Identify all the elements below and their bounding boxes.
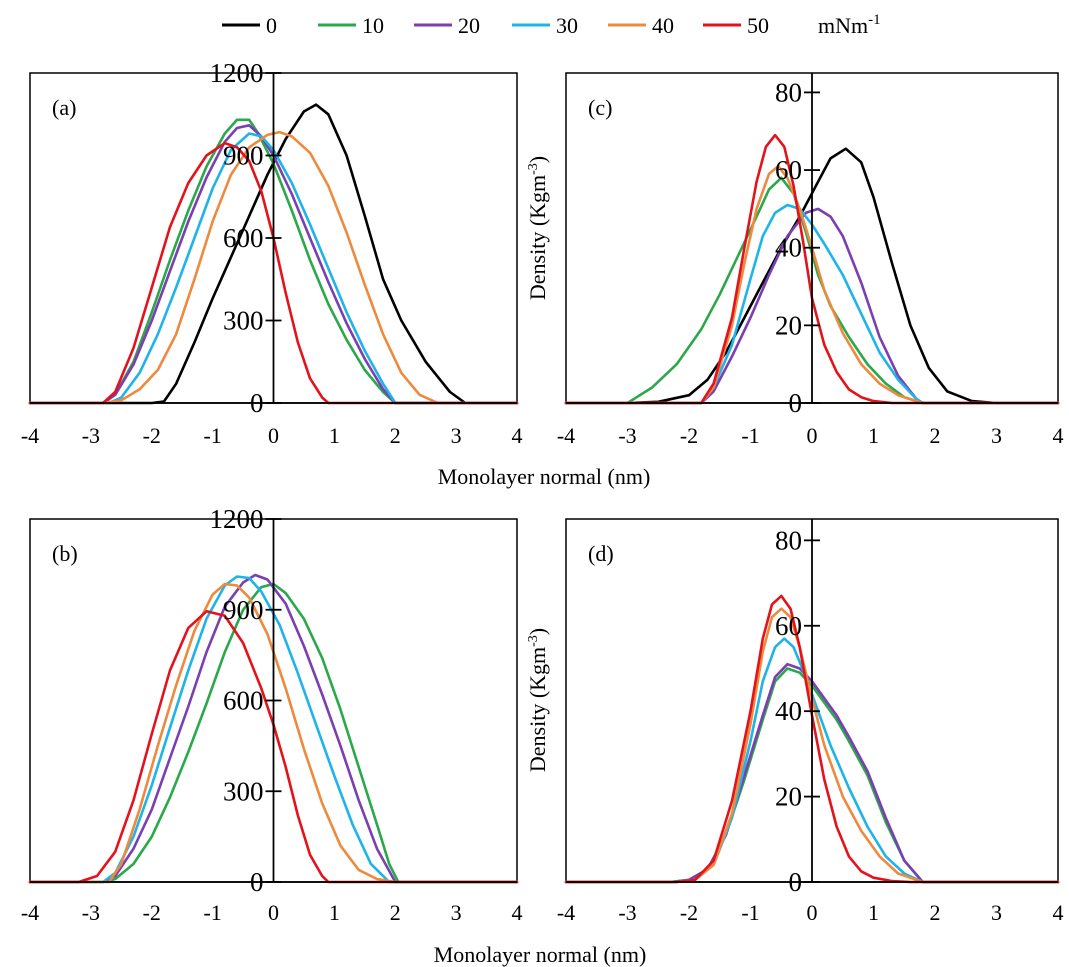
x-tick-label: -1 xyxy=(741,900,759,925)
series-line-20 xyxy=(564,207,1060,405)
series-line-0 xyxy=(28,103,519,405)
y-tick-label: 600 xyxy=(223,686,264,716)
y-tick-label: 0 xyxy=(789,388,803,418)
series-line-50 xyxy=(28,141,519,405)
y-tick-label: 40 xyxy=(775,233,802,263)
legend: 0 10 20 30 40 50 mNm-1 xyxy=(222,12,881,38)
legend-unit: mNm-1 xyxy=(818,12,881,38)
series-line-40 xyxy=(564,164,1060,405)
series-line-50 xyxy=(564,133,1060,405)
y-tick-label: 60 xyxy=(775,611,802,641)
panel-label: (a) xyxy=(52,95,76,120)
x-tick-label: -3 xyxy=(82,900,100,925)
y-tick-label: 1200 xyxy=(210,504,264,534)
x-tick-label: -2 xyxy=(680,423,698,448)
series-line-30 xyxy=(28,575,519,884)
x-tick-label: 1 xyxy=(329,900,340,925)
legend-label-10: 10 xyxy=(362,13,384,38)
series-line-50 xyxy=(28,610,519,884)
x-tick-label: 0 xyxy=(268,900,279,925)
x-tick-label: -1 xyxy=(203,900,221,925)
series-line-30 xyxy=(564,203,1060,405)
x-axis-title-bottom: Monolayer normal (nm) xyxy=(434,942,647,967)
x-tick-label: 2 xyxy=(930,423,941,448)
legend-label-20: 20 xyxy=(458,13,480,38)
panel-b: 0 300 600 900 1200 -4 -3 -2 -1 0 1 2 3 4 (b) xyxy=(21,504,523,925)
legend-label-40: 40 xyxy=(652,13,674,38)
series-line-0 xyxy=(564,147,1060,405)
series-line-20 xyxy=(28,124,519,405)
legend-label-0: 0 xyxy=(266,13,277,38)
x-tick-label: 0 xyxy=(268,423,279,448)
x-tick-label: 1 xyxy=(329,423,340,448)
x-tick-label: 4 xyxy=(512,900,523,925)
legend-unit-exponent: -1 xyxy=(868,12,881,28)
y-tick-label: 20 xyxy=(775,310,802,340)
panel-label: (b) xyxy=(52,541,78,566)
panel-c: 0 20 40 60 80 -4 -3 -2 -1 0 1 2 3 4 (c) Density (Kgm-3) xyxy=(525,72,1064,448)
x-tick-label: 2 xyxy=(390,900,401,925)
y-tick-label: 0 xyxy=(250,867,264,897)
legend-label-30: 30 xyxy=(556,13,578,38)
y-tick-label: 600 xyxy=(223,223,264,253)
x-tick-label: -4 xyxy=(21,900,39,925)
x-tick-label: 3 xyxy=(991,423,1002,448)
x-tick-label: -3 xyxy=(82,423,100,448)
x-tick-label: -4 xyxy=(557,900,575,925)
series-line-10 xyxy=(28,118,519,405)
y-tick-label: 40 xyxy=(775,696,802,726)
series-line-10 xyxy=(564,176,1060,405)
x-tick-label: 3 xyxy=(991,900,1002,925)
legend-label-50: 50 xyxy=(747,13,769,38)
y-tick-label: 900 xyxy=(223,595,264,625)
x-tick-label: -4 xyxy=(557,423,575,448)
x-tick-label: 4 xyxy=(1053,900,1064,925)
x-tick-label: 4 xyxy=(1053,423,1064,448)
x-tick-label: 2 xyxy=(390,423,401,448)
y-axis-title: Density (Kgm-3) xyxy=(525,156,550,300)
y-axis-title: Density (Kgm-3) xyxy=(525,628,550,772)
x-tick-label: 1 xyxy=(868,900,879,925)
y-tick-label: 0 xyxy=(789,867,803,897)
x-tick-label: -2 xyxy=(143,900,161,925)
y-tick-label: 20 xyxy=(775,782,802,812)
y-tick-label: 60 xyxy=(775,155,802,185)
series-line-10 xyxy=(28,582,519,884)
series-line-40 xyxy=(28,582,519,884)
y-tick-label: 900 xyxy=(223,141,264,171)
panel-d: 0 20 40 60 80 -4 -3 -2 -1 0 1 2 3 4 (d) Density (Kgm-3) xyxy=(525,518,1064,925)
series-line-30 xyxy=(28,132,519,405)
panel-a: 0 300 600 900 1200 -4 -3 -2 -1 0 1 2 3 4 (a) xyxy=(21,58,523,448)
y-tick-label: 300 xyxy=(223,306,264,336)
x-tick-label: 4 xyxy=(512,423,523,448)
x-tick-label: -2 xyxy=(143,423,161,448)
x-tick-label: 1 xyxy=(868,423,879,448)
x-tick-label: -1 xyxy=(203,423,221,448)
y-tick-label: 1200 xyxy=(210,58,264,88)
panel-label: (c) xyxy=(588,95,612,120)
y-tick-label: 80 xyxy=(775,525,802,555)
y-tick-label: 80 xyxy=(775,77,802,107)
x-axis-title-top: Monolayer normal (nm) xyxy=(438,464,651,489)
x-tick-label: 3 xyxy=(451,900,462,925)
x-tick-label: -3 xyxy=(618,900,636,925)
x-tick-label: -1 xyxy=(741,423,759,448)
x-tick-label: 3 xyxy=(451,423,462,448)
x-tick-label: -3 xyxy=(618,423,636,448)
x-tick-label: 2 xyxy=(930,900,941,925)
y-tick-label: 300 xyxy=(223,776,264,806)
y-tick-label: 0 xyxy=(250,388,264,418)
series-line-50 xyxy=(564,594,1060,884)
x-tick-label: 0 xyxy=(807,423,818,448)
panel-label: (d) xyxy=(588,541,614,566)
series-line-40 xyxy=(564,607,1060,884)
x-tick-label: 0 xyxy=(807,900,818,925)
x-tick-label: -2 xyxy=(680,900,698,925)
x-tick-label: -4 xyxy=(21,423,39,448)
